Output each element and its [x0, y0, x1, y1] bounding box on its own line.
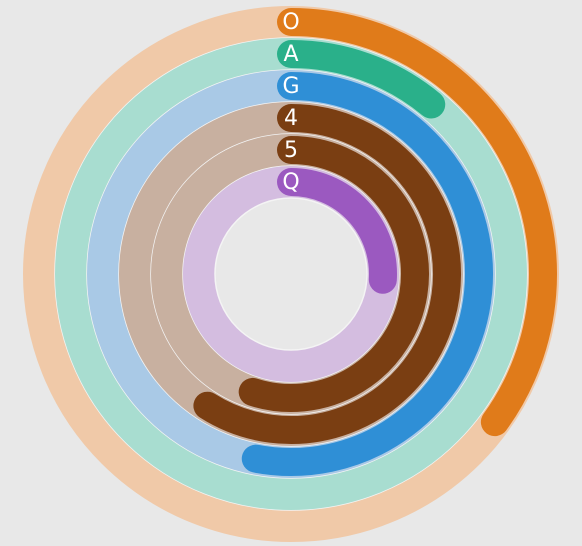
category-label: G — [282, 74, 299, 99]
bar — [277, 40, 446, 119]
bar — [238, 136, 429, 412]
category-label: O — [282, 10, 299, 35]
category-label: 4 — [284, 106, 298, 131]
bar — [193, 104, 461, 444]
category-label: A — [283, 42, 298, 67]
category-label: 5 — [284, 138, 298, 163]
track-separator — [214, 197, 368, 351]
bar — [277, 168, 397, 294]
category-label: Q — [282, 170, 299, 195]
bar — [241, 72, 493, 476]
bar — [277, 8, 557, 437]
